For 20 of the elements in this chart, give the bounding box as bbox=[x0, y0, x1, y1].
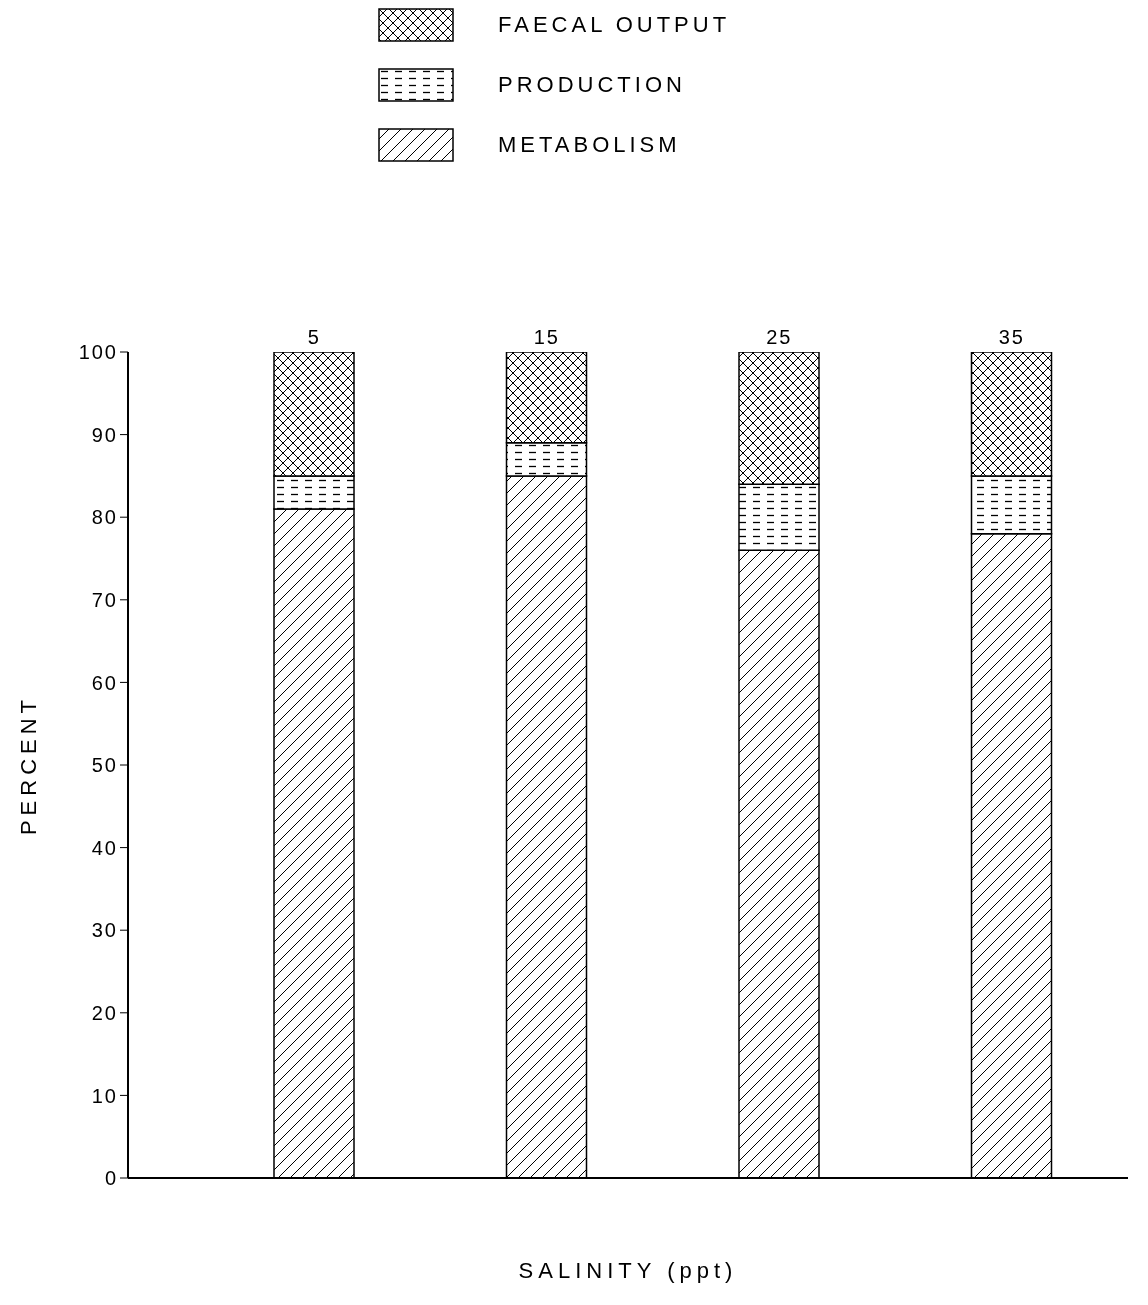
x-tick-label: 25 bbox=[766, 326, 793, 348]
y-tick-label: 30 bbox=[91, 919, 118, 942]
y-tick-label: 20 bbox=[91, 1001, 118, 1024]
y-tick-label: 40 bbox=[91, 836, 118, 859]
legend-label: FAECAL OUTPUT bbox=[498, 12, 731, 38]
x-tick-label: 15 bbox=[533, 326, 560, 348]
y-tick-label: 10 bbox=[91, 1084, 118, 1107]
y-tick-label: 50 bbox=[91, 754, 118, 777]
y-axis-title: PERCENT bbox=[15, 694, 41, 836]
legend-label: PRODUCTION bbox=[498, 72, 686, 98]
x-tick-label: 35 bbox=[998, 326, 1025, 348]
y-tick-label: 100 bbox=[78, 341, 118, 364]
y-tick-label: 90 bbox=[91, 423, 118, 446]
x-axis-title: SALINITY (ppt) bbox=[518, 1258, 738, 1283]
y-tick-label: 0 bbox=[104, 1167, 118, 1190]
y-tick-label: 80 bbox=[91, 506, 118, 529]
x-tick-label: 5 bbox=[307, 326, 321, 348]
legend-label: METABOLISM bbox=[498, 132, 681, 158]
y-tick-label: 70 bbox=[91, 588, 118, 611]
y-tick-label: 60 bbox=[91, 671, 118, 694]
